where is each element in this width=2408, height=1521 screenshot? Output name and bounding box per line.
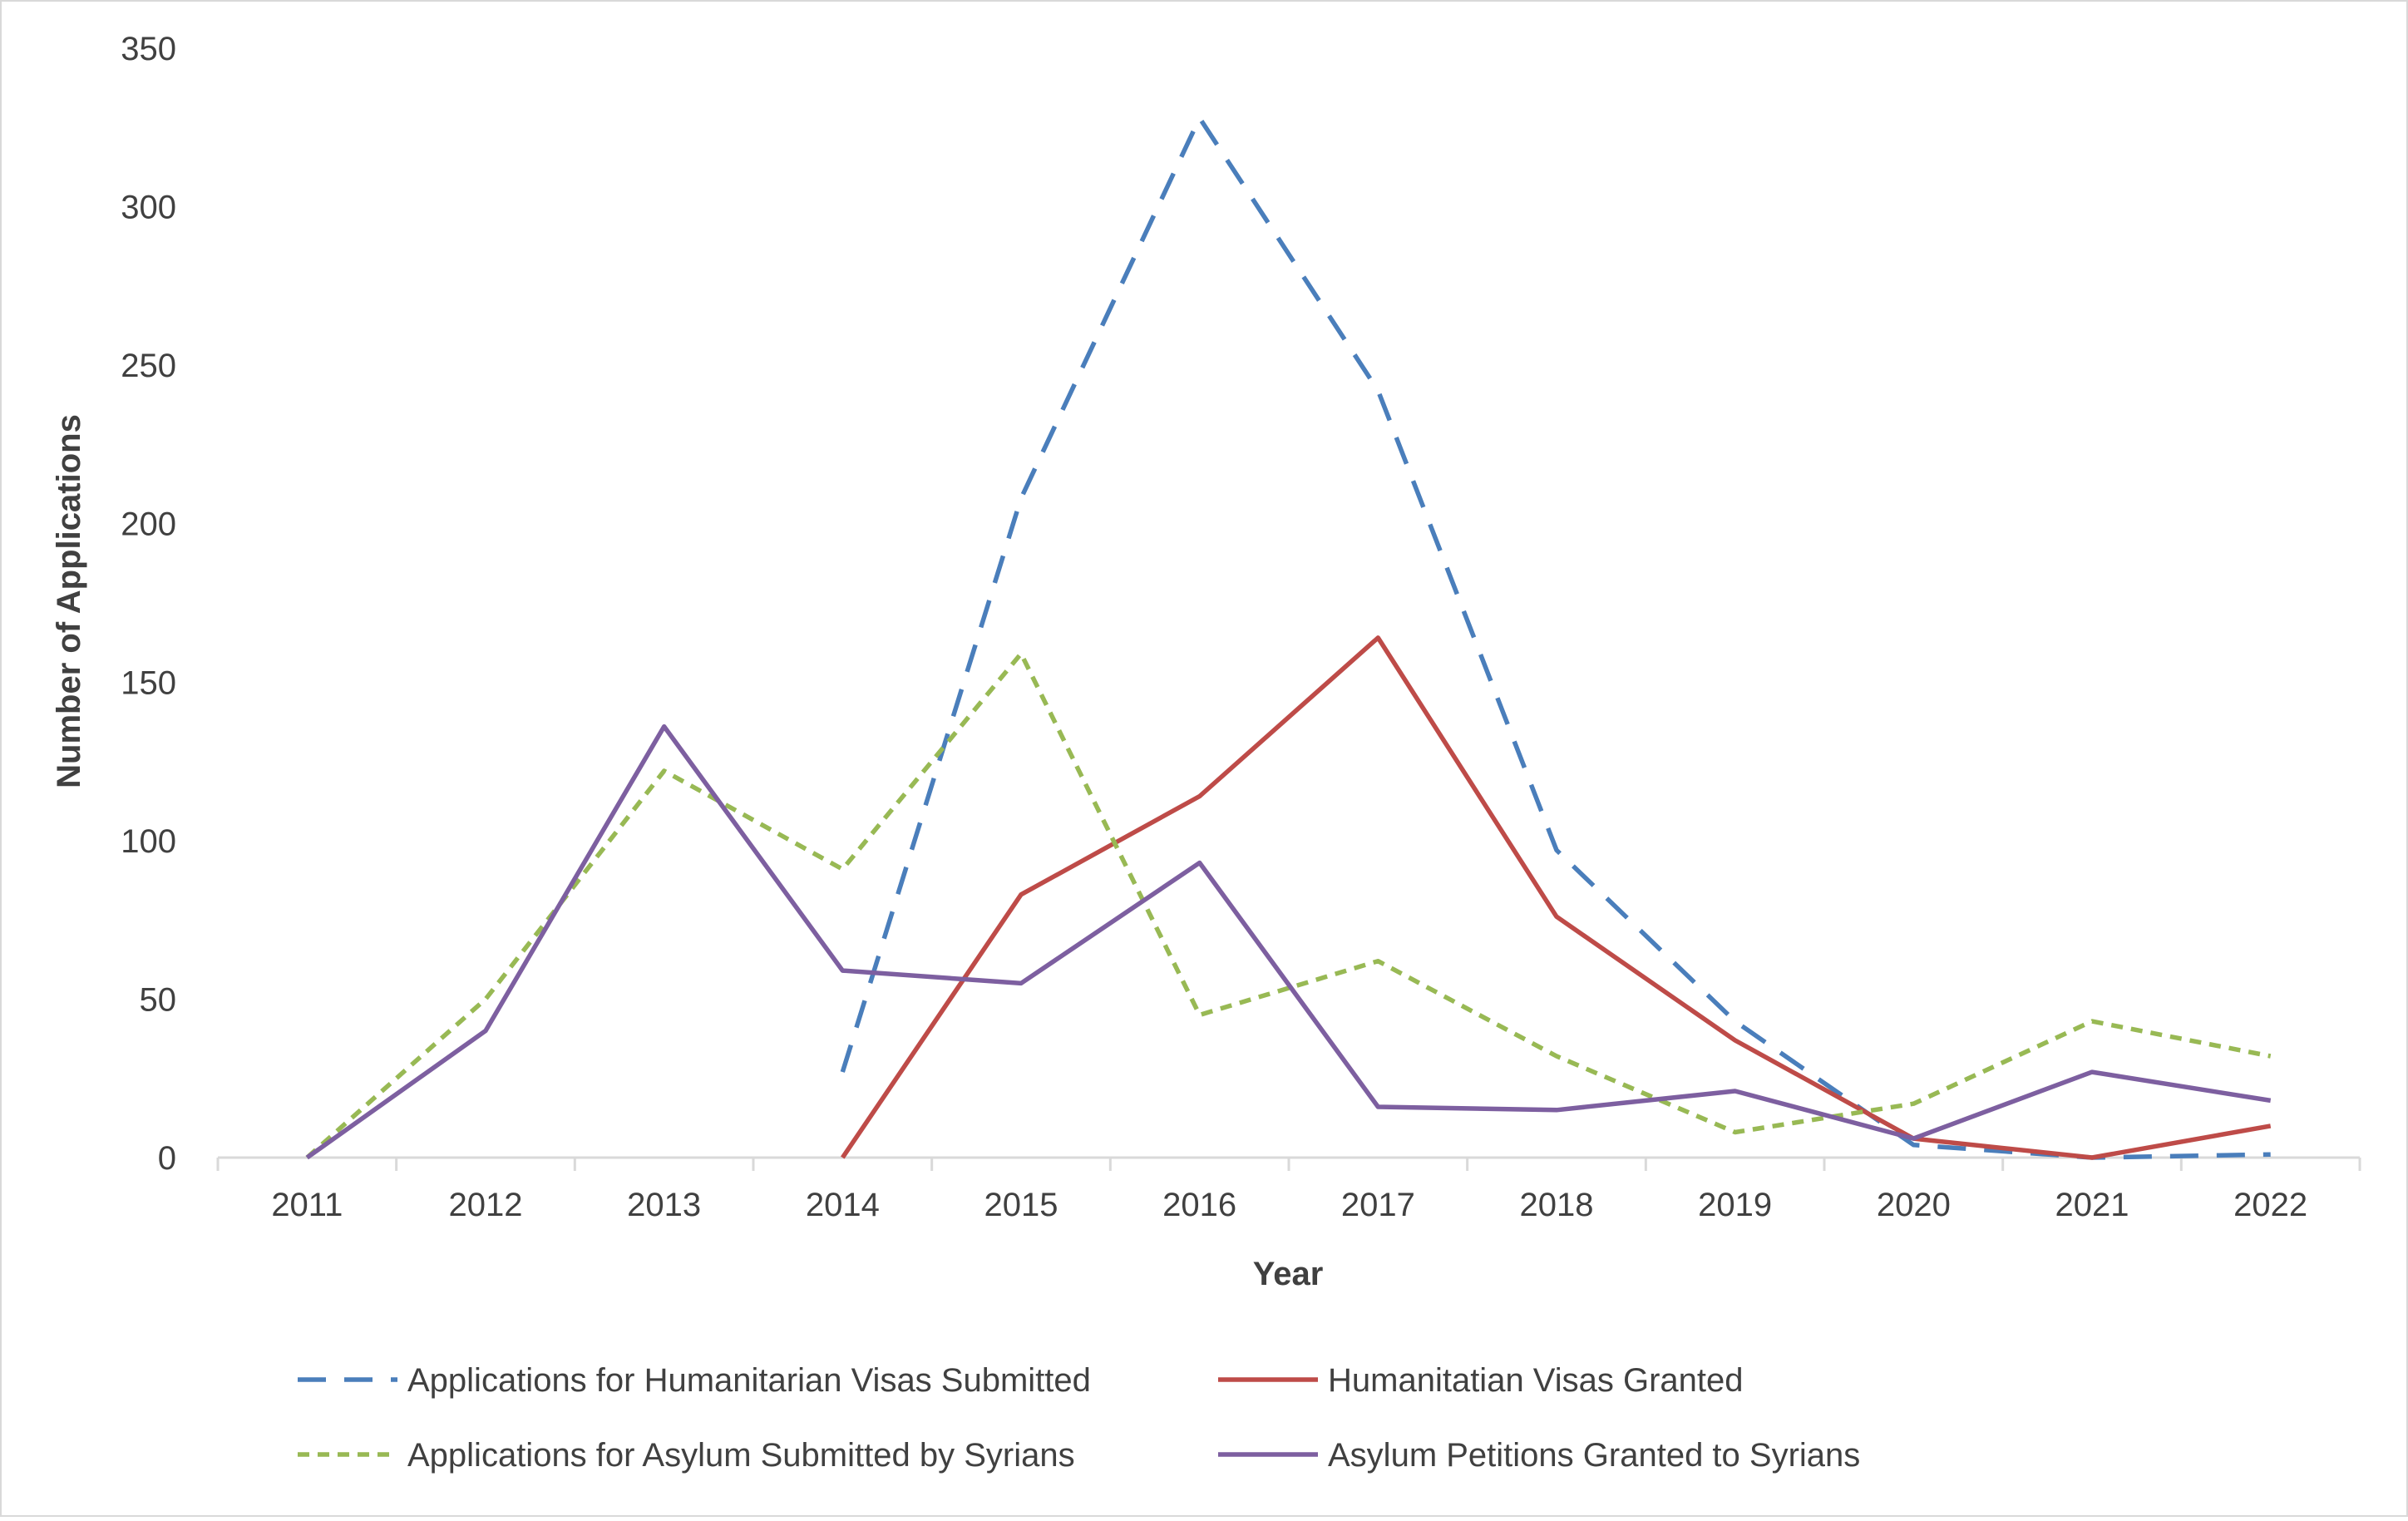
y-tick-label: 0 <box>158 1140 176 1177</box>
x-tick-label: 2016 <box>1162 1187 1236 1223</box>
x-tick-label: 2019 <box>1698 1187 1772 1223</box>
x-tick-label: 2017 <box>1341 1187 1415 1223</box>
series-4-group <box>305 723 2272 1160</box>
series-2-line <box>841 635 2272 1160</box>
series-4-line <box>305 723 2272 1160</box>
x-tick-label: 2011 <box>271 1187 343 1223</box>
legend-item: Applications for Asylum Submitted by Syr… <box>298 1437 1075 1474</box>
series-2-group <box>841 635 2272 1160</box>
x-tick-label: 2020 <box>1877 1187 1951 1223</box>
x-tick-label: 2015 <box>984 1187 1058 1223</box>
x-tick-label: 2013 <box>627 1187 701 1223</box>
legend-label: Applications for Humanitarian Visas Subm… <box>407 1362 1091 1399</box>
y-tick-label: 250 <box>121 348 176 384</box>
x-tick-label: 2021 <box>2055 1187 2129 1223</box>
y-tick-label: 300 <box>121 190 176 226</box>
legend: Applications for Humanitarian Visas Subm… <box>298 1362 1860 1474</box>
x-tick-label: 2012 <box>449 1187 523 1223</box>
series-layer <box>305 116 2272 1160</box>
x-tick-label: 2022 <box>2233 1187 2307 1223</box>
legend-item: Asylum Petitions Granted to Syrians <box>1218 1437 1860 1474</box>
y-tick-label: 200 <box>121 506 176 543</box>
legend-label: Humanitatian Visas Granted <box>1328 1362 1744 1399</box>
x-tick-label: 2018 <box>1520 1187 1594 1223</box>
legend-label: Applications for Asylum Submitted by Syr… <box>407 1437 1075 1474</box>
y-axis-title: Number of Applications <box>51 414 87 788</box>
y-tick-label: 150 <box>121 664 176 701</box>
x-tick-label: 2014 <box>806 1187 880 1223</box>
y-tick-label: 50 <box>140 981 177 1018</box>
legend-item: Humanitatian Visas Granted <box>1218 1362 1744 1399</box>
y-tick-label: 100 <box>121 823 176 860</box>
axis-layer: 0 50 100 150 200 250 300 350 2011 2012 2013 2014 201… <box>121 31 2361 1223</box>
x-axis-title: Year <box>1253 1256 1324 1292</box>
legend-label: Asylum Petitions Granted to Syrians <box>1328 1437 1860 1474</box>
legend-item: Applications for Humanitarian Visas Subm… <box>298 1362 1091 1399</box>
y-tick-label: 350 <box>121 31 176 67</box>
